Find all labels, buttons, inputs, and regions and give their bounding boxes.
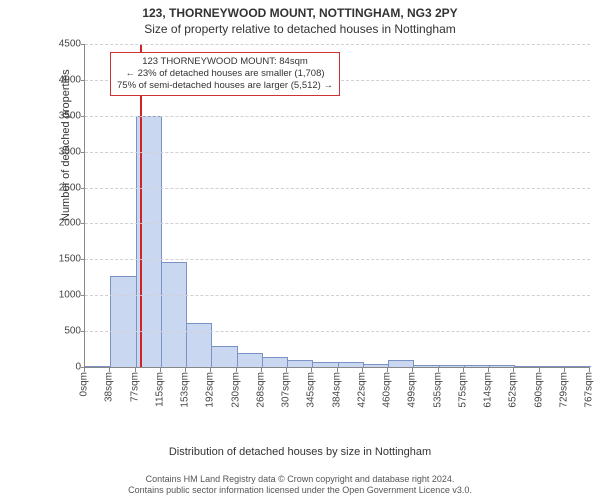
chart-container: Number of detached properties 0500100015… [50,44,590,410]
y-tick-mark [81,80,85,81]
x-tick-label: 153sqm [180,372,191,408]
x-tick-label: 422sqm [356,372,367,408]
x-tick-label: 345sqm [306,372,317,408]
y-tick-mark [81,44,85,45]
x-tick-label: 499sqm [407,372,418,408]
x-tick-label: 652sqm [508,372,519,408]
grid-line [85,259,590,260]
x-tick-label: 268sqm [255,372,266,408]
histogram-bar [312,362,338,367]
y-tick-mark [81,116,85,117]
grid-line [85,152,590,153]
footer-line: Contains public sector information licen… [0,485,600,496]
x-tick-label: 192sqm [205,372,216,408]
histogram-bar [439,365,465,367]
annotation-line: 123 THORNEYWOOD MOUNT: 84sqm [117,56,333,68]
histogram-bar [363,364,389,367]
x-tick-label: 0sqm [79,372,90,396]
annotation-line: ← 23% of detached houses are smaller (1,… [117,68,333,80]
grid-line [85,116,590,117]
histogram-bar [464,365,490,367]
annotation-box: 123 THORNEYWOOD MOUNT: 84sqm ← 23% of de… [110,52,340,96]
x-tick-label: 77sqm [129,372,140,402]
histogram-bar [413,365,439,367]
y-tick-label: 500 [51,326,81,337]
histogram-bar [338,362,364,367]
y-tick-label: 3500 [51,110,81,121]
histogram-bar [186,323,212,367]
histogram-bar [262,357,288,367]
x-tick-label: 38sqm [104,372,115,402]
y-tick-mark [81,152,85,153]
y-tick-mark [81,223,85,224]
grid-line [85,44,590,45]
y-tick-mark [81,259,85,260]
grid-line [85,295,590,296]
histogram-bar [489,365,515,367]
grid-line [85,223,590,224]
y-tick-label: 2500 [51,182,81,193]
y-tick-label: 3000 [51,146,81,157]
y-tick-label: 1500 [51,254,81,265]
histogram-bar [287,360,313,367]
histogram-bar [110,276,136,367]
x-ticks: 0sqm38sqm77sqm115sqm153sqm192sqm230sqm26… [84,368,590,410]
x-tick-label: 614sqm [483,372,494,408]
x-tick-label: 230sqm [230,372,241,408]
histogram-bar [514,366,540,367]
page-title-line1: 123, THORNEYWOOD MOUNT, NOTTINGHAM, NG3 … [0,0,600,20]
histogram-bar [211,346,237,367]
x-tick-label: 535sqm [432,372,443,408]
y-tick-mark [81,188,85,189]
histogram-bar [237,353,263,367]
x-tick-label: 690sqm [533,372,544,408]
x-axis-label: Distribution of detached houses by size … [0,446,600,458]
x-tick-label: 307sqm [281,372,292,408]
footer-line: Contains HM Land Registry data © Crown c… [0,474,600,485]
y-tick-label: 1000 [51,290,81,301]
y-tick-label: 4500 [51,39,81,50]
x-tick-label: 575sqm [457,372,468,408]
x-tick-label: 115sqm [154,372,165,407]
x-tick-label: 729sqm [558,372,569,408]
x-tick-label: 767sqm [584,372,595,408]
histogram-bar [85,366,111,367]
y-tick-mark [81,295,85,296]
x-tick-label: 384sqm [331,372,342,408]
x-tick-label: 460sqm [382,372,393,408]
histogram-bar [565,366,591,367]
grid-line [85,331,590,332]
y-tick-mark [81,331,85,332]
annotation-line: 75% of semi-detached houses are larger (… [117,80,333,92]
page-title-line2: Size of property relative to detached ho… [0,20,600,36]
footer-attribution: Contains HM Land Registry data © Crown c… [0,474,600,497]
y-tick-label: 0 [51,362,81,373]
histogram-bar [161,262,187,367]
histogram-bar [388,360,414,367]
y-tick-label: 2000 [51,218,81,229]
y-tick-label: 4000 [51,74,81,85]
grid-line [85,188,590,189]
histogram-bar [540,366,566,367]
